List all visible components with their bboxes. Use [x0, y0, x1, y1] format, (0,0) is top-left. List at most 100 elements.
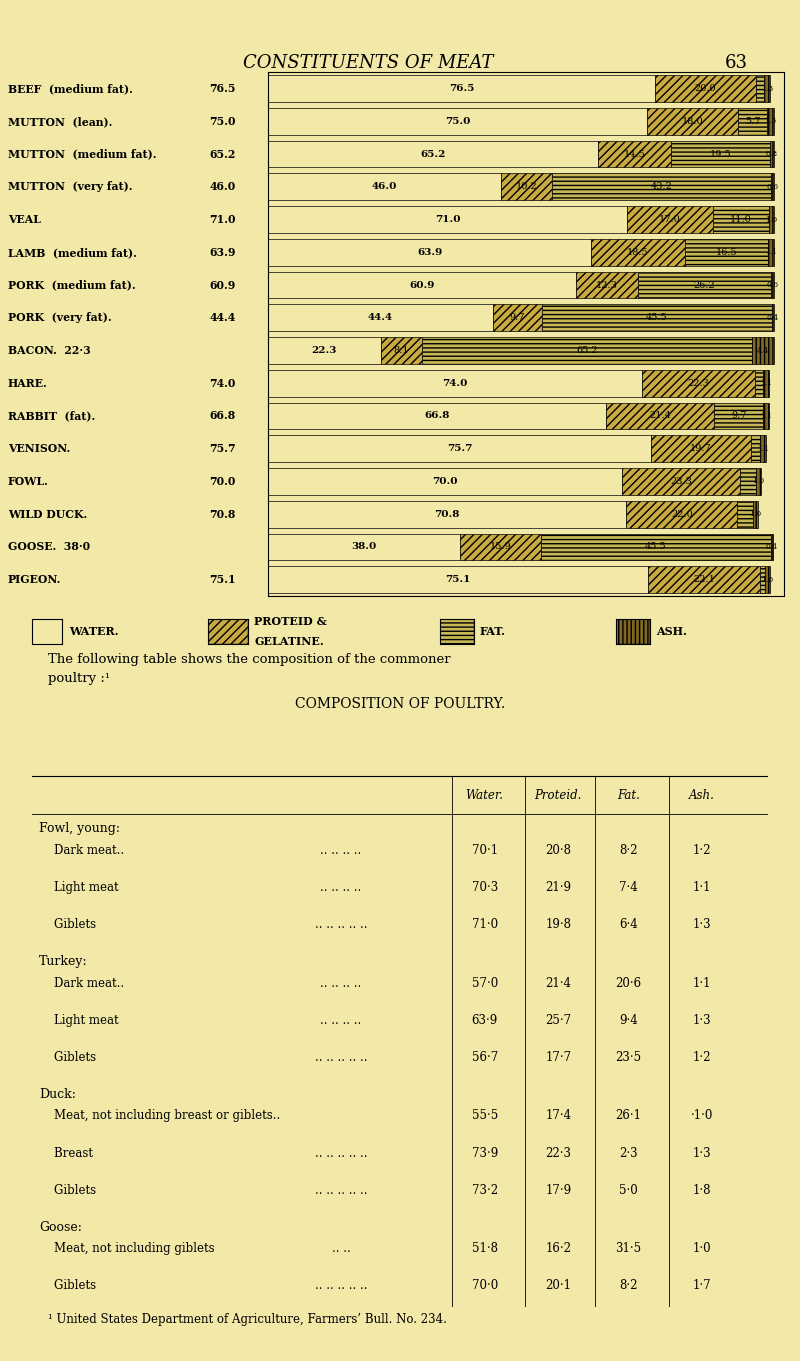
Bar	[714, 403, 763, 430]
Text: 1·0: 1·0	[693, 1243, 711, 1255]
Text: 1·2: 1·2	[693, 844, 711, 857]
Text: 46.0: 46.0	[210, 181, 236, 192]
Bar	[422, 338, 752, 363]
Text: 5·0: 5·0	[618, 1184, 638, 1196]
Text: 75.7: 75.7	[446, 444, 472, 453]
Text: 63.9: 63.9	[210, 246, 236, 257]
Text: 21·9: 21·9	[546, 881, 571, 894]
Bar	[760, 436, 766, 463]
Text: 1.0: 1.0	[762, 576, 774, 584]
Text: Dark meat..: Dark meat..	[39, 844, 125, 857]
Text: Duck:: Duck:	[39, 1087, 76, 1101]
Text: 63.9: 63.9	[417, 248, 442, 257]
Bar	[552, 173, 771, 200]
Bar	[764, 75, 770, 102]
Text: 1.0: 1.0	[752, 478, 764, 486]
Bar	[756, 468, 761, 495]
Text: 1·1: 1·1	[693, 881, 711, 894]
Text: 70.0: 70.0	[210, 476, 236, 487]
Text: 16.5: 16.5	[716, 248, 738, 257]
Text: VEAL: VEAL	[8, 214, 41, 225]
Text: 22.3: 22.3	[312, 346, 337, 355]
Bar	[501, 173, 552, 200]
Bar	[772, 305, 774, 331]
Bar	[763, 370, 769, 396]
Text: 70.0: 70.0	[432, 476, 458, 486]
Text: 56·7: 56·7	[471, 1051, 498, 1064]
Bar	[381, 338, 422, 363]
Text: 21.4: 21.4	[649, 411, 671, 421]
Text: 45.5: 45.5	[646, 313, 667, 323]
Bar	[671, 140, 770, 167]
Text: 20·8: 20·8	[546, 844, 571, 857]
Bar	[771, 272, 774, 298]
Text: MUTTON  (medium fat).: MUTTON (medium fat).	[8, 148, 157, 159]
Text: .. .. .. .. ..: .. .. .. .. ..	[315, 917, 367, 931]
Text: 22.0: 22.0	[671, 510, 693, 519]
Text: WATER.: WATER.	[69, 626, 118, 637]
Bar	[642, 370, 755, 396]
Text: 5.7: 5.7	[745, 117, 761, 125]
Bar	[268, 566, 648, 593]
Text: .. .. .. .. ..: .. .. .. .. ..	[315, 1279, 367, 1293]
Text: 0.6: 0.6	[766, 280, 778, 289]
Bar	[460, 534, 541, 561]
Text: 71.0: 71.0	[210, 214, 236, 225]
Text: Ash.: Ash.	[689, 789, 714, 803]
Text: RABBIT  (fat).: RABBIT (fat).	[8, 411, 95, 422]
Text: FOWL.: FOWL.	[8, 476, 49, 487]
Text: 1.1: 1.1	[760, 380, 772, 388]
Text: Dark meat..: Dark meat..	[39, 977, 125, 989]
Text: .. .. .. ..: .. .. .. ..	[321, 1014, 362, 1026]
Bar	[738, 501, 753, 528]
Bar	[598, 140, 671, 167]
Bar	[770, 140, 774, 167]
Text: GELATINE.: GELATINE.	[254, 636, 324, 646]
Text: 8·2: 8·2	[619, 1279, 638, 1293]
Text: .. .. .. .. ..: .. .. .. .. ..	[315, 1146, 367, 1160]
Text: 22.3: 22.3	[688, 378, 710, 388]
Text: Meat, not including breast or giblets..: Meat, not including breast or giblets..	[39, 1109, 281, 1123]
Text: 22.1: 22.1	[693, 576, 714, 584]
Bar	[760, 566, 765, 593]
Text: 1·3: 1·3	[693, 917, 711, 931]
Bar	[768, 238, 774, 265]
Text: 55·5: 55·5	[471, 1109, 498, 1123]
Text: 1·3: 1·3	[693, 1014, 711, 1026]
Bar	[268, 338, 381, 363]
Text: 1·3: 1·3	[693, 1146, 711, 1160]
Text: 1.3: 1.3	[765, 117, 777, 125]
Text: 75.1: 75.1	[446, 576, 470, 584]
Text: GOOSE.  38·0: GOOSE. 38·0	[8, 542, 90, 553]
Text: HARE.: HARE.	[8, 378, 48, 389]
Text: 1.1: 1.1	[765, 248, 777, 256]
Text: 60.9: 60.9	[210, 279, 236, 290]
Text: .. .. .. ..: .. .. .. ..	[321, 977, 362, 989]
Text: 51·8: 51·8	[472, 1243, 498, 1255]
Text: 19·8: 19·8	[546, 917, 571, 931]
Text: 14.5: 14.5	[624, 150, 646, 158]
Text: 19.7: 19.7	[690, 444, 712, 453]
Text: FAT.: FAT.	[480, 626, 506, 637]
Text: 1·8: 1·8	[693, 1184, 711, 1196]
Bar	[268, 403, 606, 430]
Bar	[542, 305, 772, 331]
Text: 70.8: 70.8	[434, 510, 460, 519]
Bar	[268, 534, 460, 561]
Text: 43.2: 43.2	[650, 182, 673, 192]
Text: 73·9: 73·9	[471, 1146, 498, 1160]
Text: Water.: Water.	[466, 789, 504, 803]
Bar	[622, 468, 740, 495]
Text: 0.8: 0.8	[766, 150, 778, 158]
Text: 65.2: 65.2	[576, 346, 598, 355]
Bar	[268, 238, 591, 265]
Text: PORK  (medium fat).: PORK (medium fat).	[8, 279, 136, 290]
Bar	[591, 238, 685, 265]
Bar	[755, 370, 763, 396]
Text: 1.0: 1.0	[766, 215, 778, 223]
Text: 20.0: 20.0	[694, 84, 717, 93]
Bar	[638, 272, 771, 298]
Text: .. ..: .. ..	[332, 1243, 350, 1255]
Bar	[740, 468, 756, 495]
Text: 6·4: 6·4	[618, 917, 638, 931]
